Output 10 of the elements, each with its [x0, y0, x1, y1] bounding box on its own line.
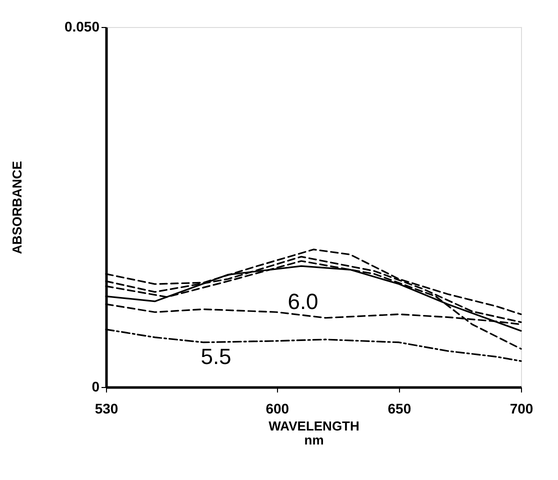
x-tick-label: 700 [510, 400, 534, 416]
x-tick-label: 650 [388, 400, 412, 416]
x-axis-title: WAVELENGTH nm [268, 418, 360, 448]
y-tick-label: 0 [92, 378, 100, 394]
y-axis-title: ABSORBANCE [9, 160, 24, 254]
annotation: 6.0 [288, 289, 318, 314]
annotation: 5.5 [200, 344, 232, 369]
x-tick-label: 530 [94, 400, 118, 416]
x-tick-label: 600 [266, 400, 290, 416]
y-tick-label: 0.050 [64, 18, 100, 34]
